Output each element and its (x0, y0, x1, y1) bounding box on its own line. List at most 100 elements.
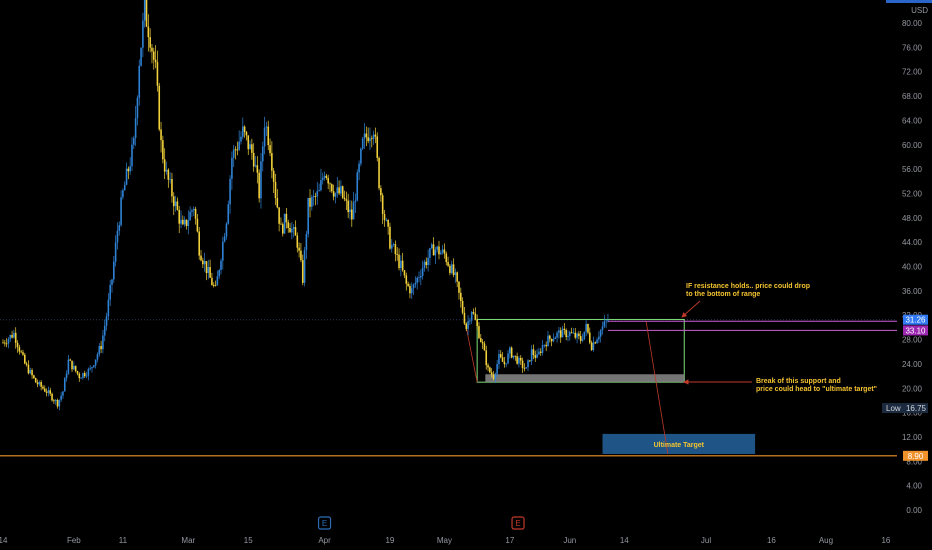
candle-body (220, 260, 222, 270)
candle-body (22, 352, 24, 355)
candle-body (134, 118, 137, 138)
support-note-line-1: Break of this support and (756, 378, 841, 385)
candle-body (281, 224, 284, 234)
candle-body (347, 200, 349, 213)
candle-body (216, 276, 219, 286)
candle-body (96, 354, 99, 360)
candle-body (583, 331, 586, 340)
candle-body (191, 210, 193, 212)
y-tick-label: 20.00 (902, 384, 923, 393)
candle-body (452, 264, 455, 275)
candle-body (465, 323, 468, 329)
ultimate-target-box[interactable] (602, 433, 756, 454)
candle-body (463, 312, 466, 324)
x-tick-label: 14 (0, 536, 8, 545)
y-tick-label: 0.00 (906, 506, 922, 515)
y-tick-label: 36.00 (902, 287, 923, 296)
candle-body (311, 197, 313, 207)
candle-body (78, 373, 81, 379)
candle-body (510, 347, 513, 358)
y-tick-label: 4.00 (906, 482, 922, 491)
candle-body (478, 326, 480, 339)
y-tick-label: 64.00 (902, 116, 923, 125)
price-axis[interactable]: USD 80.00 76.00 72.00 68.00 64.00 60.00 56.00 5… (882, 0, 932, 550)
candle-body (187, 220, 190, 226)
candle-body (276, 198, 279, 208)
candle-body (340, 186, 342, 194)
candle-body (523, 367, 526, 369)
candle-body (83, 373, 86, 377)
candle-body (271, 153, 273, 171)
time-axis[interactable]: 14 Feb 11 Mar 15 Apr 19 May 17 Jun 14 Jul 16 Aug 16 (0, 536, 891, 545)
candle-body (136, 97, 139, 119)
y-tick-label: 40.00 (902, 263, 923, 272)
candle-body (387, 219, 389, 227)
candle-body (91, 367, 93, 369)
candle-body (430, 244, 433, 249)
earnings-marker[interactable] (317, 516, 332, 530)
candle-body (116, 230, 119, 243)
candle-body (73, 365, 75, 370)
y-tick-label: 28.00 (902, 336, 923, 345)
candle-body (131, 144, 133, 167)
x-tick-label: Feb (67, 536, 81, 545)
candle-body (496, 364, 498, 374)
candle-body (507, 353, 509, 364)
candle-body (567, 335, 569, 337)
x-tick-label: 14 (620, 536, 629, 545)
candle-body (261, 146, 264, 162)
projection-line (465, 327, 478, 383)
axis-top-tab (886, 0, 932, 3)
candle-body (549, 335, 551, 339)
candle-body (401, 260, 404, 271)
candle-body (601, 326, 604, 331)
candle-body (182, 219, 184, 225)
candle-body (403, 270, 406, 276)
candle-body (529, 360, 531, 362)
candle-body (561, 328, 564, 338)
candle-body (389, 226, 391, 249)
y-tick-label: 60.00 (902, 141, 923, 150)
candle-body (416, 277, 418, 283)
candle-body (218, 269, 220, 277)
candle-body (42, 386, 44, 389)
earnings-marker[interactable] (511, 516, 525, 530)
ultimate-target-label: Ultimate Target (654, 442, 705, 449)
candle-body (25, 363, 28, 365)
candle-body (189, 211, 191, 221)
candle-body (111, 279, 113, 285)
candle-body (358, 163, 360, 173)
candle-body (93, 365, 95, 368)
candle-body (438, 246, 440, 255)
candle-body (292, 227, 295, 229)
candle-body (309, 197, 311, 207)
candle-body (378, 157, 380, 189)
candle-body (247, 135, 250, 150)
candle-body (85, 375, 88, 377)
candle-body (559, 330, 562, 338)
price-axis-label (903, 314, 928, 325)
candle-body (405, 275, 408, 284)
x-tick-label: Jul (701, 536, 711, 545)
candle-body (360, 148, 362, 164)
candle-body (105, 316, 108, 326)
drawings[interactable] (465, 318, 897, 455)
price-axis-label (903, 450, 928, 461)
annotations: Ultimate Target IF resistance holds.. pri… (654, 283, 877, 449)
candle-body (53, 400, 55, 402)
candle-body (394, 244, 397, 255)
candle-body (178, 209, 181, 224)
candle-body (331, 184, 333, 192)
candle-body (5, 343, 8, 345)
candle-body (479, 338, 482, 342)
candle-body (538, 351, 540, 355)
candle-body (154, 59, 157, 63)
candle-body (60, 395, 62, 400)
price-axis-label-text: 31.26 (905, 316, 926, 325)
candle-body (443, 249, 446, 254)
candle-body (54, 399, 57, 402)
support-zone[interactable] (485, 374, 685, 383)
candle-body (329, 183, 331, 185)
